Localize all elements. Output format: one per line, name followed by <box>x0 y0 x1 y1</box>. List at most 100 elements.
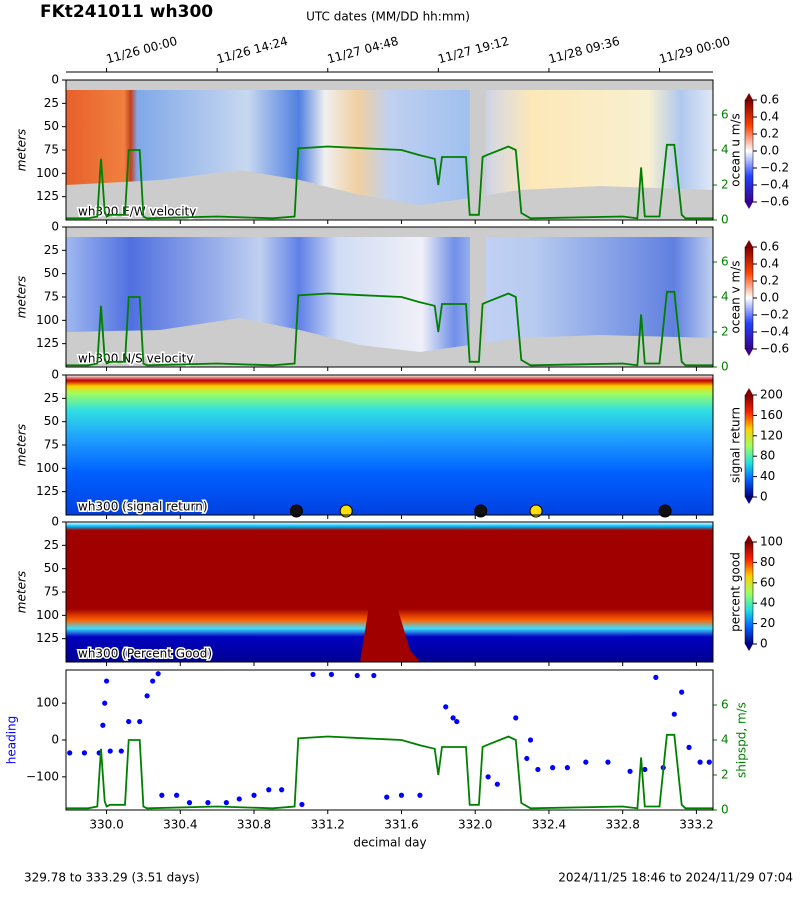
date-tick-label: 11/28 09:36 <box>547 34 621 66</box>
heading-point <box>81 750 88 756</box>
colorbar-tick-label: −0.2 <box>760 161 789 175</box>
heading-point <box>150 678 156 684</box>
y-tick-label: 0 <box>51 733 59 747</box>
colorbar-tick-label: −0.6 <box>760 195 789 209</box>
heading-point <box>697 759 703 765</box>
heading-point <box>642 766 648 773</box>
shipspd-line <box>66 733 713 810</box>
colorbar-extend <box>745 93 753 100</box>
heading-point <box>527 737 534 743</box>
heading-point <box>173 792 180 798</box>
heading-point <box>627 768 633 774</box>
marker <box>474 504 488 518</box>
colorbar-extend <box>745 644 753 651</box>
colorbar <box>744 99 754 203</box>
panel-frame <box>65 669 714 811</box>
heading-point <box>384 794 390 800</box>
colorbar-tick-label: 80 <box>760 555 775 569</box>
y-axis-label: meters <box>15 571 29 613</box>
y-tick-label: 125 <box>36 189 59 203</box>
y-axis-label: meters <box>15 129 29 171</box>
y-tick-label: 25 <box>44 391 59 405</box>
heading-point <box>671 711 677 717</box>
y-axis-label: heading <box>5 716 19 765</box>
x-tick-label: 331.6 <box>384 818 418 832</box>
heading-point <box>583 759 589 765</box>
heading-point <box>653 674 659 680</box>
no-data <box>66 170 713 220</box>
panel-frame <box>65 226 714 368</box>
colorbar-tick-label: 40 <box>760 596 775 610</box>
y-tick-label: 0 <box>51 220 59 234</box>
heading-point <box>144 693 150 699</box>
y2-tick-label: 6 <box>721 698 729 712</box>
y-tick-label: 100 <box>36 313 59 327</box>
panel-label: wh300 (signal return) <box>78 500 208 514</box>
colorbar-label: signal return <box>729 407 743 483</box>
date-tick-label: 11/26 14:24 <box>215 34 289 66</box>
colorbar-tick-label: 0.4 <box>760 257 779 271</box>
panel-frame <box>65 521 714 663</box>
y2-tick-label: 0 <box>721 803 729 817</box>
colorbar-tick-label: 100 <box>760 535 783 549</box>
y2-axis-label: shipspd, m/s <box>735 702 749 778</box>
y-tick-label: 50 <box>44 119 59 133</box>
colorbar <box>744 541 754 645</box>
heading-point <box>535 766 541 773</box>
heading-point <box>454 718 460 725</box>
colorbar-tick-label: 0.6 <box>760 93 779 107</box>
x-tick-label: 332.0 <box>458 818 492 832</box>
no-data <box>66 227 713 237</box>
x-tick-label: 330.8 <box>237 818 271 832</box>
y-tick-label: 0 <box>51 368 59 382</box>
y2-tick-label: 6 <box>721 108 729 122</box>
chart-title: FKt241011 wh300 <box>40 2 213 22</box>
colorbar-tick-label: −0.4 <box>760 325 789 339</box>
y-axis-label: meters <box>15 424 29 466</box>
heading-point <box>706 759 712 765</box>
panel-label: wh300 (Percent Good) <box>78 647 212 661</box>
colorbar-tick-label: 40 <box>760 469 775 483</box>
heading-point <box>107 748 113 754</box>
heading-point <box>450 715 456 721</box>
marker <box>529 504 543 518</box>
colorbar-tick-label: 0.2 <box>760 127 779 141</box>
heatmap-detail <box>360 570 420 662</box>
y-tick-label: 100 <box>36 608 59 622</box>
colorbar-tick-label: −0.4 <box>760 178 789 192</box>
y-tick-label: 50 <box>44 414 59 428</box>
colorbar-tick-label: 120 <box>760 428 783 442</box>
heading-point <box>371 672 377 679</box>
colorbar-tick-label: 160 <box>760 408 783 422</box>
colorbar-tick-label: 0.2 <box>760 274 779 288</box>
y-tick-label: 75 <box>44 438 59 452</box>
y-tick-label: −100 <box>26 769 59 783</box>
y-tick-label: 50 <box>44 266 59 280</box>
colorbar-label: ocean v m/s <box>729 261 743 334</box>
y-tick-label: 125 <box>36 336 59 350</box>
y-tick-label: 75 <box>44 585 59 599</box>
colorbar-extend <box>745 349 753 356</box>
no-data <box>66 80 713 90</box>
colorbar-tick-label: 0.4 <box>760 110 779 124</box>
y-tick-label: 125 <box>36 484 59 498</box>
heading-point <box>513 715 519 721</box>
colorbar-tick-label: 20 <box>760 616 775 630</box>
heading-point <box>67 750 73 756</box>
date-tick-label: 11/26 00:00 <box>105 34 179 66</box>
no-data <box>470 237 486 367</box>
heading-point <box>299 801 305 808</box>
heading-point <box>205 800 211 806</box>
no-data <box>66 318 713 367</box>
heading-point <box>679 689 685 695</box>
heading-point <box>279 787 285 793</box>
y2-tick-label: 6 <box>721 255 729 269</box>
y-tick-label: 0 <box>51 515 59 529</box>
colorbar-label: ocean u m/s <box>729 113 743 187</box>
colorbar-tick-label: 0 <box>760 637 768 651</box>
y-tick-label: 50 <box>44 561 59 575</box>
y-tick-label: 75 <box>44 290 59 304</box>
heading-point <box>118 748 124 754</box>
y2-tick-label: 2 <box>721 325 729 339</box>
